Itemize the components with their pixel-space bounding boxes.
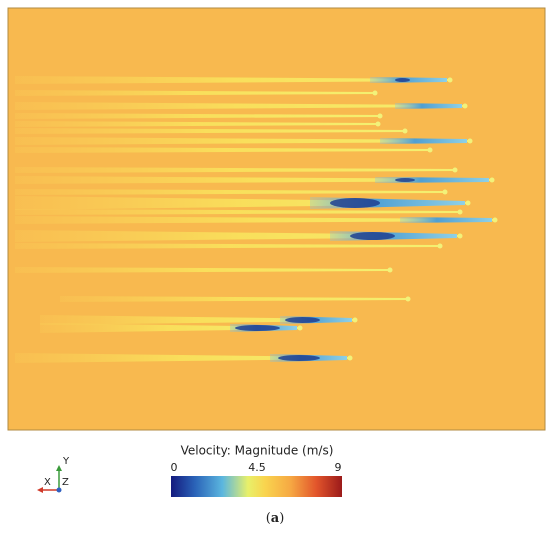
wake-part bbox=[400, 217, 492, 223]
wake-part bbox=[395, 78, 410, 82]
wake-part bbox=[15, 167, 455, 173]
wake-part bbox=[387, 267, 393, 273]
triad-label: Z bbox=[62, 477, 69, 488]
wake-part bbox=[15, 147, 430, 153]
wake-part bbox=[462, 103, 468, 109]
wake-part bbox=[15, 209, 460, 215]
wake-part bbox=[489, 177, 495, 183]
wake-part bbox=[15, 216, 495, 224]
wake-part bbox=[15, 196, 468, 210]
caption-part: ( bbox=[266, 511, 271, 526]
wake-part bbox=[297, 325, 303, 331]
caption-part: ) bbox=[279, 511, 284, 526]
caption-part: a bbox=[271, 511, 280, 526]
wake-part bbox=[347, 355, 353, 361]
legend-tick: 4.5 bbox=[248, 461, 266, 474]
wake-part bbox=[465, 200, 471, 206]
wake-part bbox=[375, 121, 381, 127]
wake-part bbox=[40, 323, 300, 333]
wake-part bbox=[40, 315, 355, 325]
wake-part bbox=[15, 102, 465, 110]
wake-part bbox=[15, 189, 445, 195]
wake-part bbox=[15, 90, 375, 96]
wake-part bbox=[437, 243, 443, 249]
colorbar bbox=[171, 476, 342, 497]
wake-part bbox=[15, 267, 390, 273]
wake-part bbox=[15, 243, 440, 249]
wake-part bbox=[15, 128, 405, 134]
wake-part bbox=[15, 230, 460, 242]
wake-part bbox=[492, 217, 498, 223]
triad-label: Y bbox=[62, 456, 70, 467]
wake-part bbox=[457, 209, 463, 215]
wake-part bbox=[350, 232, 395, 240]
wake-part bbox=[372, 90, 378, 96]
wake-part bbox=[447, 77, 453, 83]
wake-part bbox=[15, 113, 380, 119]
legend-title: Velocity: Magnitude (m/s) bbox=[181, 444, 334, 458]
wake-part bbox=[278, 355, 320, 361]
legend-tick: 9 bbox=[335, 461, 342, 474]
wake-part bbox=[15, 176, 492, 184]
wake-part bbox=[380, 138, 467, 144]
wake-part bbox=[352, 317, 358, 323]
wake-part bbox=[395, 103, 462, 109]
wake-part bbox=[15, 353, 350, 363]
wake-part bbox=[452, 167, 458, 173]
wake-part bbox=[375, 177, 489, 183]
wake-part bbox=[442, 189, 448, 195]
wake-part bbox=[395, 178, 415, 182]
wake-part bbox=[60, 296, 408, 302]
axes-triad: Y X Z bbox=[37, 456, 70, 493]
wake-part bbox=[285, 317, 320, 323]
wake-part bbox=[377, 113, 383, 119]
wake-part bbox=[405, 296, 411, 302]
legend-tick: 0 bbox=[171, 461, 178, 474]
wake-part bbox=[330, 198, 380, 208]
wake-part bbox=[467, 138, 473, 144]
wake-part bbox=[402, 128, 408, 134]
wake-part bbox=[15, 137, 470, 145]
triad-label: X bbox=[44, 477, 51, 488]
wake-part bbox=[15, 76, 450, 84]
wakes bbox=[15, 76, 498, 363]
wake-part bbox=[235, 325, 280, 331]
caption: (a) bbox=[266, 511, 285, 526]
wake-part bbox=[457, 233, 463, 239]
wake-part bbox=[427, 147, 433, 153]
wake-part bbox=[15, 121, 378, 127]
